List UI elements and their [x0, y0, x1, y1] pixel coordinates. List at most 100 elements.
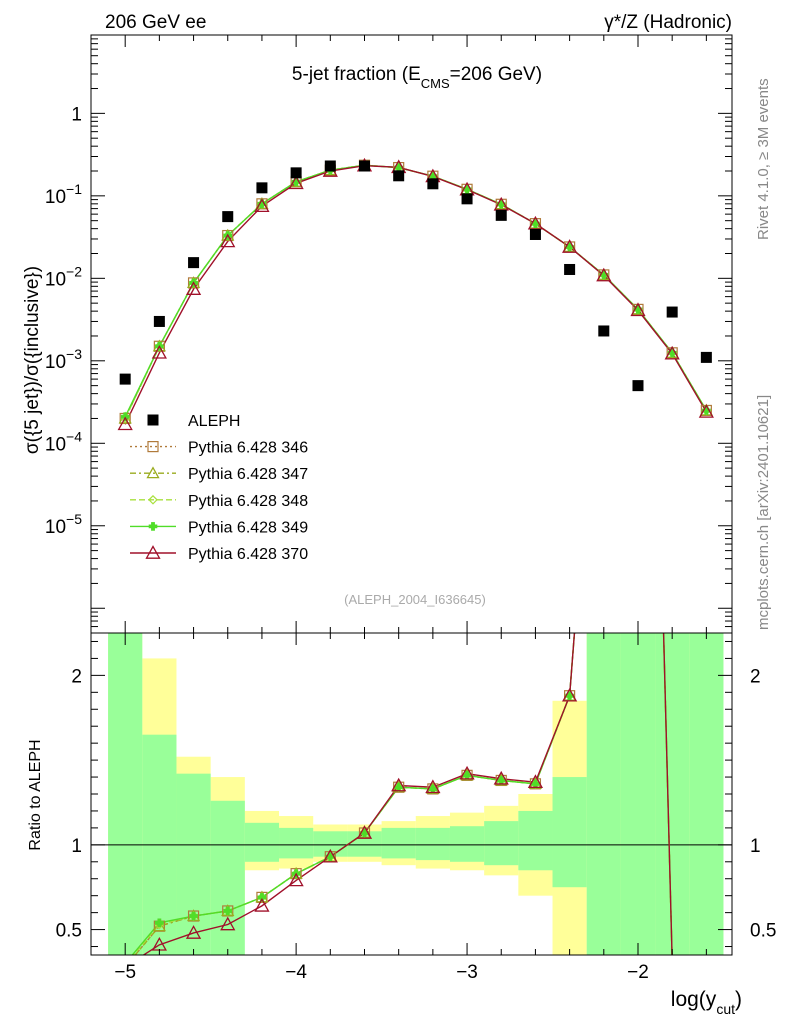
ratio-tick-label-left: 0.5	[56, 921, 82, 942]
ratio-marker-4	[425, 779, 441, 794]
aleph-data-point	[700, 351, 712, 363]
stat-uncertainty-band	[484, 821, 519, 866]
ratio-marker-4	[322, 848, 338, 863]
ratio-line-3	[131, 633, 673, 955]
aleph-data-point	[358, 160, 370, 172]
aleph-data-point	[153, 315, 165, 327]
header-right: γ*/Z (Hadronic)	[604, 12, 732, 33]
legend-marker-2	[146, 466, 160, 479]
x-axis-label: log(ycut)	[671, 988, 742, 1017]
y-tick-label: 10−2	[45, 263, 82, 290]
ratio-marker-4	[356, 825, 373, 839]
stat-uncertainty-band	[108, 633, 143, 955]
series-marker-4	[562, 239, 578, 253]
legend-label-5: Pythia 6.428 370	[188, 546, 308, 563]
aleph-data-point	[324, 160, 336, 172]
ratio-panel: −5 −4 −3 −2 0.5 0.5 1 1 2 2	[56, 632, 776, 983]
ratio-marker-4	[459, 765, 475, 780]
ratio-marker-4	[288, 872, 304, 887]
stat-uncertainty-band	[279, 827, 314, 859]
ratio-marker-4	[493, 770, 509, 785]
series-marker-4	[596, 267, 612, 282]
legend-label-4: Pythia 6.428 349	[188, 519, 308, 536]
y-tick-label: 10−3	[45, 346, 82, 373]
main-frame	[90, 34, 733, 634]
ratio-marker-3	[189, 911, 198, 921]
ratio-marker-4	[185, 925, 202, 939]
ratio-marker-4	[562, 687, 578, 702]
stat-uncertainty-band	[176, 773, 211, 955]
main-panel: 1 10−1 10−2 10−3 10−4 10−5	[45, 34, 733, 634]
series-marker-4	[185, 281, 202, 295]
stat-uncertainty-band	[415, 827, 450, 861]
ratio-data-layer	[131, 633, 673, 955]
chart-title: 5-jet fraction (ECMS=206 GeV)	[292, 64, 542, 91]
aleph-data-point	[393, 170, 405, 182]
ratio-marker-3	[155, 918, 164, 928]
ratio-marker-4	[527, 774, 544, 788]
series-marker-4	[117, 416, 133, 431]
legend-marker-5	[145, 545, 161, 559]
ratio-tick-label-left: 2	[71, 666, 82, 687]
ratio-tick-label-right: 1	[750, 836, 761, 857]
aleph-data-point	[564, 263, 576, 275]
ratio-axis-label: Ratio to ALEPH	[27, 739, 44, 850]
series-marker-4	[664, 345, 680, 360]
series-marker-4	[288, 175, 304, 190]
legend-label-3: Pythia 6.428 348	[188, 493, 308, 510]
ratio-marker-3	[257, 893, 267, 902]
ratio-marker-3	[223, 906, 233, 916]
main-ticks: 1 10−1 10−2 10−3 10−4 10−5	[45, 35, 732, 633]
legend-label-2: Pythia 6.428 347	[188, 466, 308, 483]
series-marker-4	[527, 215, 544, 230]
ratio-marker-3	[565, 691, 574, 701]
legend-marker-3	[148, 494, 158, 505]
stat-uncertainty-band	[381, 827, 416, 859]
series-marker-4	[698, 404, 714, 418]
y-tick-label: 1	[71, 104, 82, 125]
ratio-tick-label-left: 1	[71, 836, 82, 857]
stat-uncertainty-band	[689, 633, 724, 955]
series-marker-4	[630, 302, 646, 317]
aleph-data-point	[495, 209, 507, 221]
aleph-data-point	[188, 257, 200, 269]
series-marker-4	[220, 233, 236, 248]
ratio-marker-4	[391, 777, 407, 792]
y-axis-label: σ({5 jet})/σ({inclusive})	[22, 266, 43, 454]
series-marker-3	[257, 199, 267, 209]
stat-uncertainty-band	[586, 633, 621, 955]
legend-marker-1	[147, 441, 159, 453]
legend: ALEPH Pythia 6.428 346 Pythia 6.428 347 Pyt…	[130, 413, 308, 563]
stat-uncertainty-band	[552, 777, 587, 888]
aleph-data-point	[632, 380, 644, 392]
x-tick-label: −3	[456, 962, 478, 983]
y-tick-label: 10−5	[45, 511, 82, 538]
ratio-ticks: −5 −4 −3 −2 0.5 0.5 1 1 2 2	[56, 633, 776, 983]
series-marker-3	[531, 219, 540, 228]
ratio-tick-label-right: 0.5	[750, 921, 776, 942]
y-tick-label: 10−1	[45, 181, 82, 208]
series-marker-4	[254, 198, 270, 212]
ratio-tick-label-right: 2	[750, 666, 761, 687]
ratio-marker-4	[254, 898, 270, 912]
series-line-4	[124, 164, 707, 425]
legend-label-0: ALEPH	[188, 413, 240, 430]
legend-marker-0	[147, 414, 159, 426]
legend-label-1: Pythia 6.428 346	[188, 440, 308, 457]
stat-uncertainty-band	[210, 800, 245, 955]
stat-uncertainty-band	[518, 810, 553, 871]
mcplots-label: mcplots.cern.ch [arXiv:2401.10621]	[755, 395, 772, 630]
series-marker-4	[151, 344, 167, 359]
x-tick-label: −5	[114, 962, 136, 983]
analysis-reference: (ALEPH_2004_I636645)	[344, 592, 486, 607]
aleph-data-point	[666, 306, 678, 318]
aleph-data-point	[598, 325, 610, 337]
aleph-data-point	[119, 373, 131, 385]
rivet-label: Rivet 4.1.0, ≥ 3M events	[755, 78, 772, 240]
x-tick-label: −4	[285, 962, 307, 983]
x-tick-label: −2	[627, 962, 649, 983]
aleph-data-point	[256, 182, 268, 194]
stat-uncertainty-band	[655, 633, 690, 955]
stat-uncertainty-band	[244, 822, 280, 862]
